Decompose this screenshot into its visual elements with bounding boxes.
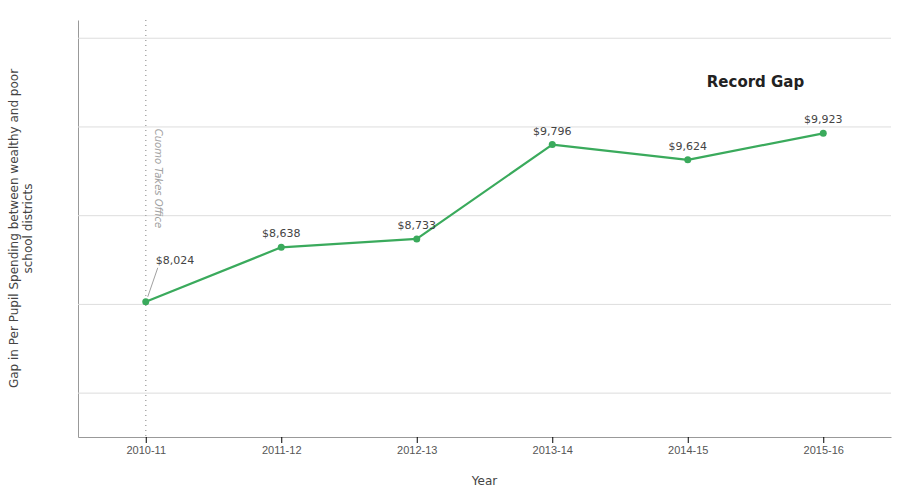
x-tick-label: 2014-15	[668, 444, 708, 456]
plot-area: 2010-11 2011-12 2012-13 2013-14 2014-15 2015-…	[7, 20, 892, 488]
y-tick	[78, 215, 891, 216]
data-label: $9,923	[804, 113, 843, 126]
marks	[142, 130, 827, 305]
grid-line	[78, 215, 891, 216]
chart-svg: 2010-11 2011-12 2012-13 2013-14 2014-15 2015-…	[0, 0, 916, 499]
y-axis-title: Gap in Per Pupil Spending between wealth…	[7, 69, 35, 388]
y-tick	[78, 126, 891, 127]
data-point	[549, 141, 556, 148]
y-tick	[78, 393, 891, 394]
data-point	[142, 298, 149, 305]
x-tick: 2013-14	[533, 437, 573, 456]
annotation: Record Gap	[707, 73, 805, 91]
chart-container: 2010-11 2011-12 2012-13 2013-14 2014-15 2015-…	[0, 0, 916, 499]
x-tick-line	[688, 437, 689, 443]
x-tick: 2014-15	[668, 437, 708, 456]
x-axis-line	[79, 437, 892, 438]
data-label: $9,796	[533, 125, 572, 138]
x-tick: 2012-13	[397, 437, 437, 456]
y-axis	[78, 21, 891, 438]
data-point	[413, 235, 420, 242]
x-tick: 2011-12	[262, 437, 302, 456]
grid-line	[78, 38, 891, 39]
y-axis-line	[78, 21, 79, 438]
data-label: $8,024	[156, 254, 195, 267]
x-tick-label: 2010-11	[126, 444, 166, 456]
data-point	[820, 130, 827, 137]
data-label: $8,733	[398, 219, 437, 232]
annotation-line	[145, 20, 147, 437]
x-tick-line	[146, 437, 147, 443]
data-line	[146, 133, 824, 301]
grid-line	[78, 304, 891, 305]
x-axis-title: Year	[471, 474, 497, 488]
data-label: $9,624	[669, 140, 708, 153]
leader-line	[148, 268, 158, 297]
x-tick-label: 2013-14	[533, 444, 573, 456]
grid-line	[78, 126, 891, 127]
x-tick: 2010-11	[126, 437, 166, 456]
data-labels: $8,024 $8,638 $8,733 $9,796 $9,624 $9,923	[148, 113, 843, 296]
x-tick-label: 2011-12	[262, 444, 302, 456]
y-axis-title-line: Gap in Per Pupil Spending between wealth…	[7, 69, 21, 388]
x-tick-line	[552, 437, 553, 443]
y-tick	[78, 304, 891, 305]
data-point	[684, 156, 691, 163]
y-tick	[78, 38, 891, 39]
x-axis: 2010-11 2011-12 2012-13 2013-14 2014-15 2015-…	[79, 437, 892, 456]
grid-line	[78, 393, 891, 394]
y-axis-title-line: school districts	[21, 183, 35, 273]
x-tick-line	[417, 437, 418, 443]
annotation: Cuomo Takes Office	[153, 129, 164, 229]
x-tick-line	[823, 437, 824, 443]
x-tick-line	[281, 437, 282, 443]
x-tick: 2015-16	[804, 437, 844, 456]
data-point	[278, 244, 285, 251]
data-label: $8,638	[262, 227, 301, 240]
x-tick-label: 2012-13	[397, 444, 437, 456]
x-tick-label: 2015-16	[804, 444, 844, 456]
